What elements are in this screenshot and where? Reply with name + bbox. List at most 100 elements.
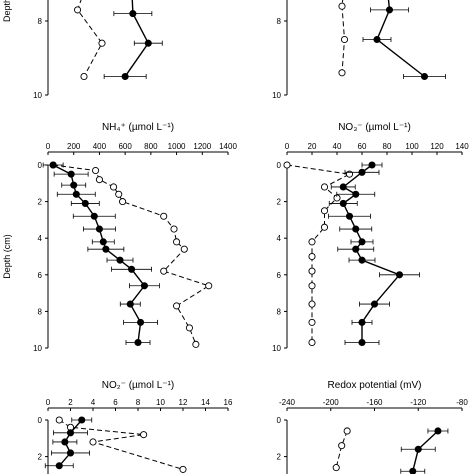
series-line-filled	[124, 0, 150, 77]
data-point-filled	[128, 265, 136, 273]
data-point-open	[180, 245, 188, 253]
data-point-filled	[368, 161, 376, 169]
series-line-open	[77, 0, 103, 77]
data-point-open	[92, 166, 100, 175]
data-point-open	[308, 282, 316, 290]
y-tick-label: 4	[38, 234, 43, 243]
x-tick-label: -200	[323, 398, 340, 407]
y-tick-label: 0	[277, 416, 282, 425]
y-tick-label: 2	[38, 453, 43, 462]
data-point-open	[343, 427, 351, 435]
data-point-filled	[385, 6, 394, 14]
x-tick-label: 100	[405, 142, 419, 151]
data-point-open	[308, 252, 316, 261]
data-point-open	[110, 183, 118, 191]
data-point-filled	[352, 245, 360, 253]
data-point-filled	[61, 438, 69, 446]
y-tick-label: 2	[277, 198, 282, 207]
data-point-open	[98, 39, 106, 47]
data-point-filled	[370, 300, 379, 308]
panel-3: NH₄⁺ (µmol L⁻¹) 0 200 400 600 800 1000 1200 1400…	[2, 122, 237, 353]
x-tick-label: 0	[46, 142, 51, 151]
y-tick-label: 8	[277, 307, 282, 316]
data-point-filled	[126, 300, 134, 308]
y-axis-label: Depth (cm)	[2, 234, 12, 279]
x-tick-label: -80	[456, 398, 468, 407]
series-line-open	[59, 419, 184, 470]
data-point-open	[173, 238, 181, 246]
data-point-filled	[66, 449, 75, 457]
data-point-open	[115, 190, 123, 198]
data-point-filled	[358, 318, 366, 326]
panel-2: 8 10	[272, 0, 446, 100]
x-tick-label: 80	[383, 142, 392, 151]
data-point-filled	[414, 445, 422, 453]
data-point-open	[89, 438, 97, 446]
series-line-open	[335, 430, 348, 468]
data-point-open	[205, 282, 213, 290]
data-point-filled	[352, 225, 360, 233]
x-tick-label: -240	[279, 398, 296, 407]
data-point-open	[308, 238, 316, 246]
data-point-filled	[49, 161, 57, 169]
data-point-filled	[140, 282, 148, 290]
data-point-open	[95, 176, 103, 184]
y-tick-label: 2	[38, 198, 43, 207]
data-point-filled	[66, 429, 75, 437]
data-point-open	[192, 340, 200, 348]
x-tick-label: 2	[68, 398, 73, 407]
data-point-filled	[121, 72, 129, 81]
y-tick-label: 4	[277, 234, 282, 243]
panel-title: Redox potential (mV)	[328, 380, 422, 391]
data-point-filled	[137, 318, 145, 326]
y-tick-label: 10	[272, 91, 281, 100]
data-point-filled	[144, 39, 152, 47]
data-point-open	[80, 72, 88, 81]
data-point-filled	[134, 338, 142, 347]
data-point-filled	[70, 181, 78, 189]
data-point-filled	[358, 238, 366, 246]
y-tick-label: 8	[277, 17, 282, 26]
panel-1: 8 10 Depth	[2, 0, 163, 100]
panel-title: NO₂⁻ (µmol L⁻¹)	[102, 380, 174, 391]
data-point-filled	[55, 462, 63, 470]
data-point-filled	[78, 416, 86, 424]
panel-4: NO₃⁻ (µmol L⁻¹) 0 20 40 60 80 100 120 140 0 2 4 6 8 10	[272, 122, 469, 353]
x-tick-label: 200	[67, 142, 81, 151]
x-tick-label: 600	[118, 142, 132, 151]
panel-5: NO₂⁻ (µmol L⁻¹) 0 2 4 6 8 10 12 14 16 0 2	[38, 380, 233, 474]
data-point-open	[185, 324, 193, 332]
data-point-open	[332, 464, 340, 472]
x-tick-label: 0	[285, 142, 290, 151]
data-point-filled	[358, 168, 366, 176]
data-point-open	[74, 6, 82, 14]
y-tick-label: 8	[38, 307, 43, 316]
panel-6: Redox potential (mV) -240 -200 -160 -120 -80 0…	[277, 380, 468, 474]
y-tick-label: 8	[38, 17, 43, 26]
data-point-open	[340, 35, 349, 44]
data-point-open	[179, 465, 187, 473]
data-point-filled	[434, 427, 442, 435]
data-point-filled	[81, 199, 89, 207]
data-point-open	[320, 223, 329, 231]
data-point-open	[338, 69, 346, 77]
panel-title: NO₃⁻ (µmol L⁻¹)	[338, 122, 411, 133]
data-point-filled	[95, 225, 103, 233]
data-point-filled	[373, 35, 381, 44]
x-tick-label: 140	[455, 142, 469, 151]
x-tick-label: 1200	[193, 142, 211, 151]
data-point-open	[55, 416, 63, 424]
data-point-open	[338, 442, 346, 450]
x-tick-label: 14	[201, 398, 210, 407]
data-point-open	[170, 225, 178, 233]
y-tick-label: 10	[33, 344, 42, 353]
data-point-open	[308, 338, 316, 347]
data-point-filled	[395, 271, 404, 279]
x-tick-label: 0	[46, 398, 51, 407]
x-tick-label: 16	[224, 398, 233, 407]
data-point-filled	[99, 238, 107, 246]
data-point-open	[160, 212, 168, 220]
data-point-open	[308, 318, 316, 326]
data-point-filled	[72, 190, 80, 198]
